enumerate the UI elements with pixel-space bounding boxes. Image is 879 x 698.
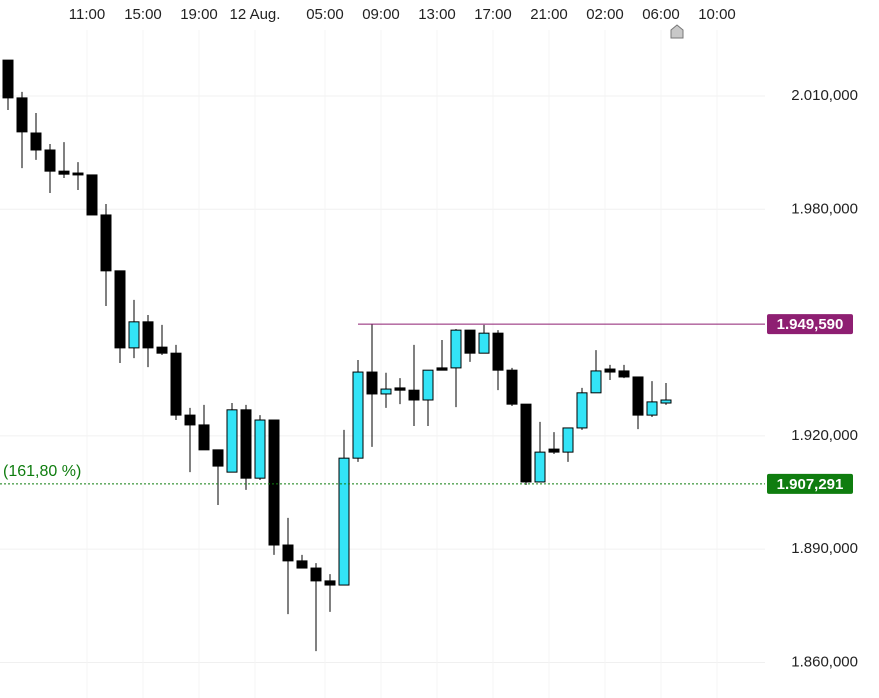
level-badge — [767, 314, 853, 335]
candle-body — [338, 457, 350, 586]
candle-body — [352, 371, 364, 459]
y-tick-label: 1.890,000 — [791, 540, 858, 557]
candle-body — [114, 270, 126, 349]
candle-body — [254, 419, 266, 479]
candle-body — [296, 560, 308, 569]
candle-body — [86, 174, 98, 216]
candle-body — [240, 409, 252, 479]
candle-body — [324, 580, 336, 586]
candle-body — [590, 370, 602, 394]
candle-body — [380, 388, 392, 395]
x-tick-label: 17:00 — [474, 6, 512, 23]
candle-body — [464, 329, 476, 354]
x-tick-label: 11:00 — [69, 6, 105, 23]
candle-body — [660, 399, 672, 404]
candle-body — [2, 59, 14, 99]
candle-body — [156, 346, 168, 354]
x-tick-label: 19:00 — [180, 6, 218, 23]
candle-body — [548, 448, 560, 453]
candle-body — [576, 392, 588, 429]
candle-body — [408, 389, 420, 401]
level-label: 1.949,590 — [777, 316, 844, 333]
x-tick-label: 21:00 — [530, 6, 568, 23]
candle-body — [16, 97, 28, 133]
y-tick-label: 1.860,000 — [791, 653, 858, 670]
level-label: 1.907,291 — [777, 476, 844, 493]
candle-body — [72, 172, 84, 176]
x-tick-label: 15:00 — [124, 6, 162, 23]
candle-body — [142, 321, 154, 349]
candle-body — [282, 544, 294, 562]
candle-body — [226, 409, 238, 473]
candle-body — [198, 424, 210, 451]
candle-body — [450, 329, 462, 369]
candle-body — [478, 332, 490, 354]
candle-body — [422, 369, 434, 401]
candle-body — [170, 352, 182, 416]
now-marker — [670, 24, 684, 39]
y-tick-label: 2.010,000 — [791, 87, 858, 104]
x-tick-label: 13:00 — [418, 6, 456, 23]
candle-body — [58, 170, 70, 175]
candle-body — [394, 387, 406, 391]
level-name: (161,80 %) — [3, 463, 81, 480]
x-tick-label: 12 Aug. — [230, 6, 281, 23]
x-tick-label: 06:00 — [642, 6, 680, 23]
candle-body — [618, 370, 630, 378]
x-tick-label: 10:00 — [698, 6, 736, 23]
candle-body — [632, 376, 644, 416]
y-tick-label: 1.980,000 — [791, 200, 858, 217]
candle-body — [30, 132, 42, 151]
candle-body — [212, 449, 224, 467]
candle-body — [604, 368, 616, 373]
y-tick-label: 1.920,000 — [791, 427, 858, 444]
candle-body — [520, 403, 532, 483]
candle-body — [184, 414, 196, 426]
x-tick-label: 02:00 — [586, 6, 624, 23]
candle-body — [534, 451, 546, 483]
x-tick-label: 05:00 — [306, 6, 344, 23]
candle-body — [268, 419, 280, 546]
candle-body — [128, 321, 140, 349]
candle-body — [562, 427, 574, 453]
candle-body — [44, 149, 56, 172]
candle-body — [506, 369, 518, 405]
candle-body — [436, 367, 448, 371]
candle-body — [100, 214, 112, 272]
candle-body — [310, 567, 322, 582]
candle-body — [366, 371, 378, 395]
x-tick-label: 09:00 — [362, 6, 400, 23]
candle-body — [646, 401, 658, 416]
candle-body — [492, 332, 504, 371]
level-badge — [767, 473, 853, 494]
